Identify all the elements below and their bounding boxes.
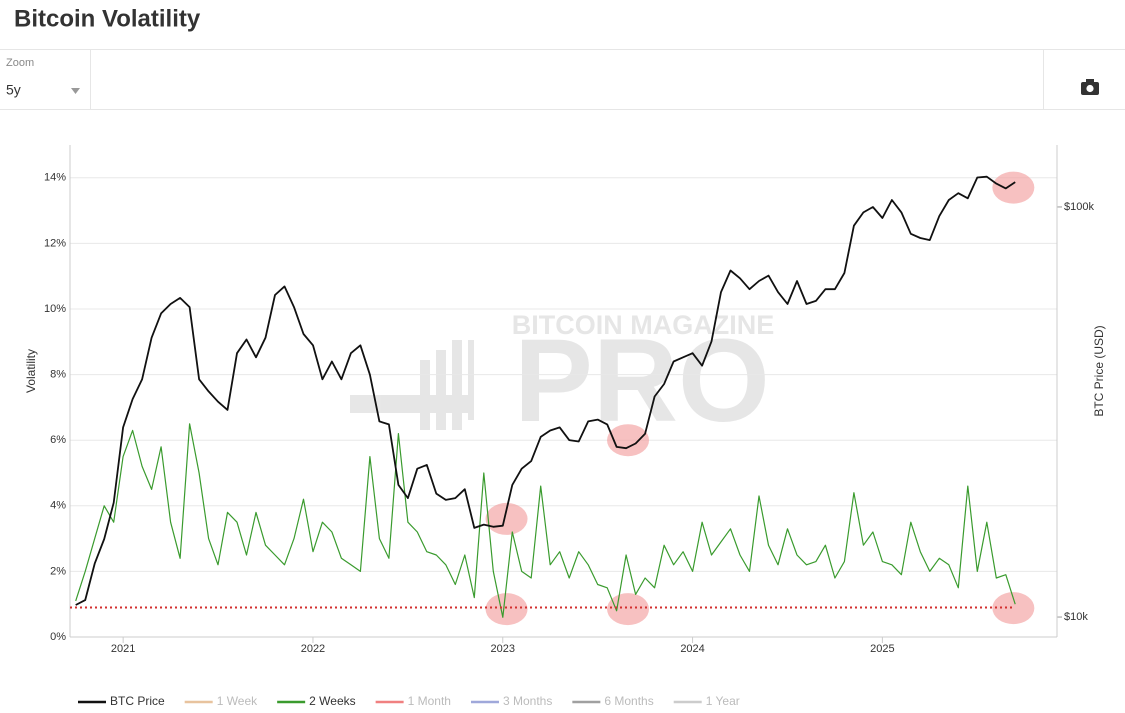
watermark-bar xyxy=(420,360,430,430)
legend-item[interactable]: 6 Months xyxy=(572,694,654,708)
watermark-logo xyxy=(350,340,474,430)
y-tick-label: 14% xyxy=(44,172,66,184)
watermark: BITCOIN MAGAZINE PRO xyxy=(350,310,774,447)
y-tick-label: 4% xyxy=(50,500,66,512)
legend-item[interactable]: 1 Year xyxy=(673,694,740,708)
zoom-label: Zoom xyxy=(6,57,34,69)
zoom-select[interactable]: 5y xyxy=(0,76,88,106)
dropdown-arrow[interactable] xyxy=(71,88,80,94)
highlight xyxy=(992,592,1035,625)
x-tick-label: 2024 xyxy=(680,643,704,655)
y2-tick-label: $10k xyxy=(1064,611,1088,623)
highlight xyxy=(992,171,1035,204)
watermark-bar xyxy=(468,340,474,420)
y-tick-label: 0% xyxy=(50,631,66,643)
legend-label[interactable]: 3 Months xyxy=(503,694,552,708)
y2-axis-label: BTC Price (USD) xyxy=(1092,325,1106,416)
watermark-text: PRO xyxy=(514,315,770,447)
legend-item[interactable]: 1 Month xyxy=(375,694,451,708)
legend-label[interactable]: 1 Year xyxy=(706,694,740,708)
legend-label[interactable]: 1 Month xyxy=(408,694,451,708)
series-line xyxy=(75,175,1016,606)
x-tick-label: 2025 xyxy=(870,643,894,655)
y-axis-label: Volatility xyxy=(24,349,38,393)
watermark-bar xyxy=(452,340,462,430)
legend-label[interactable]: 6 Months xyxy=(604,694,653,708)
x-tick-label: 2023 xyxy=(491,643,515,655)
highlight xyxy=(485,593,528,626)
highlight xyxy=(607,424,650,457)
y-tick-label: 8% xyxy=(50,369,66,381)
camera-button[interactable] xyxy=(1081,79,1099,95)
legend-item[interactable]: 2 Weeks xyxy=(277,694,356,708)
highlight xyxy=(607,593,650,626)
series-line xyxy=(75,423,1016,618)
y-tick-label: 10% xyxy=(44,303,66,315)
y-tick-label: 12% xyxy=(44,237,66,249)
chart-title: Bitcoin Volatility xyxy=(14,5,201,32)
legend-label[interactable]: 2 Weeks xyxy=(309,694,355,708)
legend-label[interactable]: 1 Week xyxy=(217,694,258,708)
x-tick-label: 2022 xyxy=(301,643,325,655)
camera-top[interactable] xyxy=(1086,79,1094,83)
legend-label[interactable]: BTC Price xyxy=(110,694,165,708)
watermark-text: BITCOIN MAGAZINE xyxy=(512,310,775,340)
legend-item[interactable]: 3 Months xyxy=(470,694,552,708)
legend-item[interactable]: BTC Price xyxy=(78,694,165,708)
watermark-bar xyxy=(436,350,446,430)
y2-tick-label: $100k xyxy=(1064,201,1094,213)
y-tick-label: 2% xyxy=(50,565,66,577)
legend-item[interactable]: 1 Week xyxy=(184,694,258,708)
y-tick-label: 6% xyxy=(50,434,66,446)
x-tick-label: 2021 xyxy=(111,643,135,655)
zoom-value[interactable]: 5y xyxy=(6,82,21,98)
camera-lens[interactable] xyxy=(1086,84,1094,93)
